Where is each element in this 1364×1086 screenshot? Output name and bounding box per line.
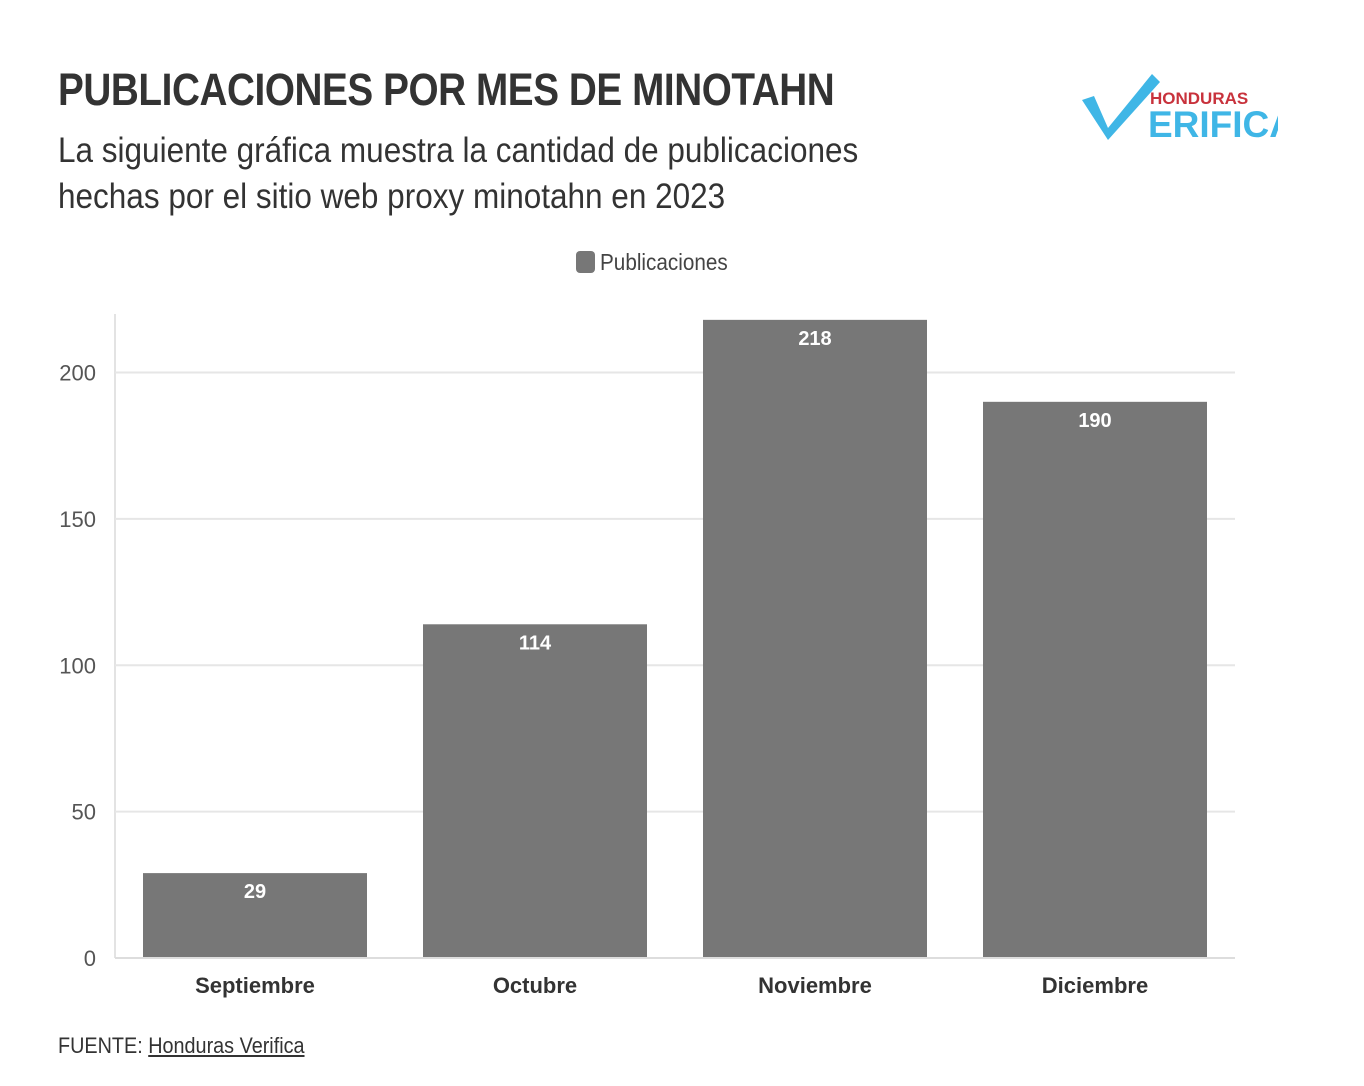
data-label: 218 — [798, 328, 831, 350]
subtitle-line-1: La siguiente gráfica muestra la cantidad… — [58, 131, 859, 170]
bar — [983, 401, 1207, 958]
x-tick-label: Octubre — [493, 973, 577, 998]
legend-swatch — [576, 251, 595, 273]
logo-checkmark — [1082, 74, 1160, 140]
y-tick-label: 50 — [72, 800, 96, 825]
chart-legend: Publicaciones — [576, 248, 742, 276]
bar — [703, 319, 927, 958]
chart-subtitle: La siguiente gráfica muestra la cantidad… — [58, 128, 958, 220]
x-tick-label: Septiembre — [195, 973, 315, 998]
logo-bottom-text: ERIFICA — [1148, 104, 1278, 145]
bar-chart: 0 50 100 150 200 29 Septiembre 114 Octubre 218 Nov… — [59, 314, 1235, 998]
bar — [423, 624, 647, 958]
y-tick-label: 100 — [59, 653, 96, 678]
x-tick-label: Noviembre — [758, 973, 872, 998]
y-tick-label: 200 — [59, 361, 96, 386]
legend-label: Publicaciones — [600, 248, 728, 275]
source-note: FUENTE: Honduras Verifica — [58, 1033, 305, 1059]
data-label: 29 — [244, 881, 266, 903]
data-label: 114 — [519, 632, 552, 654]
honduras-verifica-logo: HONDURAS ERIFICA — [1082, 74, 1278, 145]
y-tick-label: 0 — [84, 946, 96, 971]
chart-title: PUBLICACIONES POR MES DE MINOTAHN — [58, 64, 835, 115]
logo-top-text: HONDURAS — [1150, 89, 1248, 108]
source-link[interactable]: Honduras Verifica — [148, 1033, 305, 1058]
x-tick-label: Diciembre — [1042, 973, 1148, 998]
data-label: 190 — [1078, 410, 1111, 432]
bar — [143, 873, 367, 958]
y-tick-label: 150 — [59, 507, 96, 532]
subtitle-line-2: hechas por el sitio web proxy minotahn e… — [58, 177, 726, 216]
source-prefix: FUENTE: — [58, 1033, 143, 1058]
